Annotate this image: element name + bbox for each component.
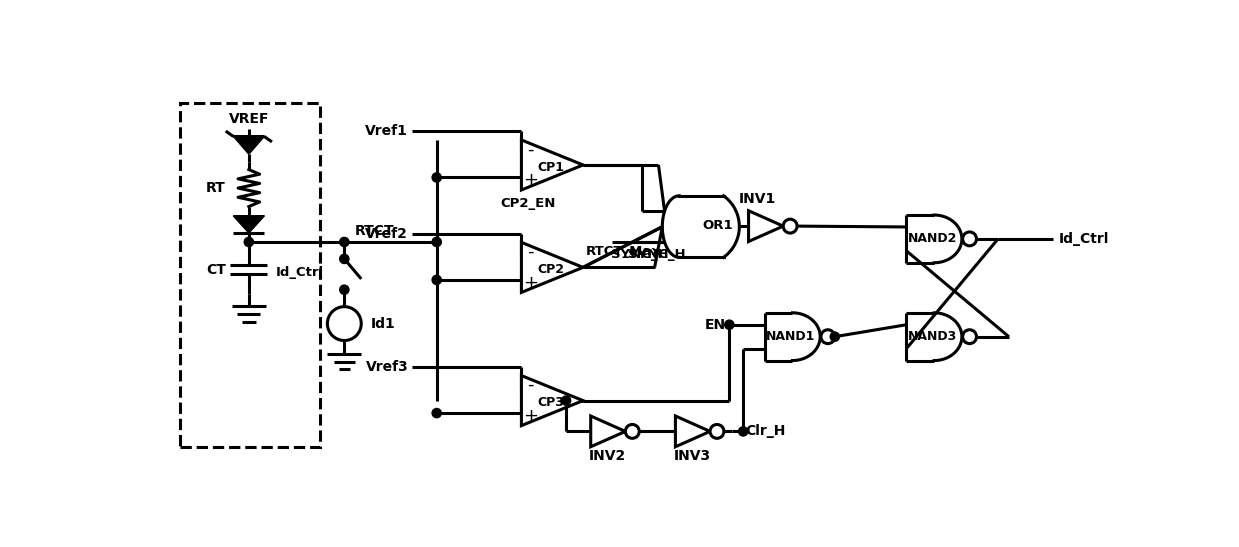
Circle shape (339, 254, 349, 264)
Polygon shape (522, 140, 584, 190)
Text: NAND3: NAND3 (908, 330, 958, 343)
Text: Vref1: Vref1 (366, 124, 408, 138)
Text: Clr_H: Clr_H (746, 424, 786, 438)
Text: INV1: INV1 (740, 192, 777, 206)
Text: Vref3: Vref3 (366, 360, 408, 375)
Polygon shape (522, 376, 584, 426)
Text: CT: CT (206, 263, 225, 277)
Text: +: + (523, 171, 538, 189)
Text: Id_Ctrl: Id_Ctrl (1059, 232, 1109, 246)
Circle shape (327, 307, 362, 341)
Text: Id_Ctrl: Id_Ctrl (276, 266, 325, 280)
Circle shape (963, 232, 976, 246)
Text: -: - (528, 141, 534, 159)
Text: -: - (528, 243, 534, 261)
Text: CP1: CP1 (538, 161, 564, 174)
Circle shape (339, 285, 349, 294)
Text: Id1: Id1 (370, 317, 395, 330)
Circle shape (710, 424, 724, 438)
Polygon shape (748, 211, 783, 242)
Circle shape (244, 237, 254, 247)
Text: VREF: VREF (228, 112, 269, 126)
Polygon shape (522, 242, 584, 293)
Polygon shape (591, 416, 626, 447)
Circle shape (821, 330, 835, 344)
Text: RTCT: RTCT (354, 224, 394, 238)
Circle shape (830, 332, 839, 341)
Text: NAND1: NAND1 (766, 330, 815, 343)
Circle shape (432, 409, 441, 418)
Text: INV3: INV3 (674, 449, 711, 463)
Text: CP2: CP2 (538, 263, 564, 276)
Polygon shape (233, 216, 264, 232)
Circle shape (339, 237, 349, 247)
Text: RTCT_Max: RTCT_Max (586, 246, 660, 259)
Text: -: - (528, 376, 534, 394)
Circle shape (626, 424, 639, 438)
Text: NAND2: NAND2 (908, 232, 958, 246)
Circle shape (432, 237, 441, 247)
Polygon shape (675, 416, 710, 447)
Circle shape (738, 427, 748, 436)
Text: OR1: OR1 (703, 219, 733, 231)
Circle shape (432, 173, 441, 182)
Circle shape (561, 396, 571, 405)
Polygon shape (233, 216, 264, 232)
Text: CP3: CP3 (538, 397, 564, 409)
Circle shape (783, 219, 797, 233)
Text: SYNC_H: SYNC_H (628, 248, 685, 261)
Circle shape (725, 320, 733, 329)
Text: Vref2: Vref2 (366, 227, 408, 241)
Text: INV2: INV2 (589, 449, 626, 463)
Text: CP2_EN: CP2_EN (501, 197, 556, 210)
Text: RT: RT (206, 181, 225, 195)
Text: SYNC_H: SYNC_H (611, 248, 668, 261)
Text: EN: EN (705, 318, 726, 331)
Circle shape (432, 275, 441, 284)
Polygon shape (233, 137, 264, 154)
Text: +: + (523, 407, 538, 425)
Circle shape (963, 330, 976, 344)
Text: +: + (523, 274, 538, 292)
